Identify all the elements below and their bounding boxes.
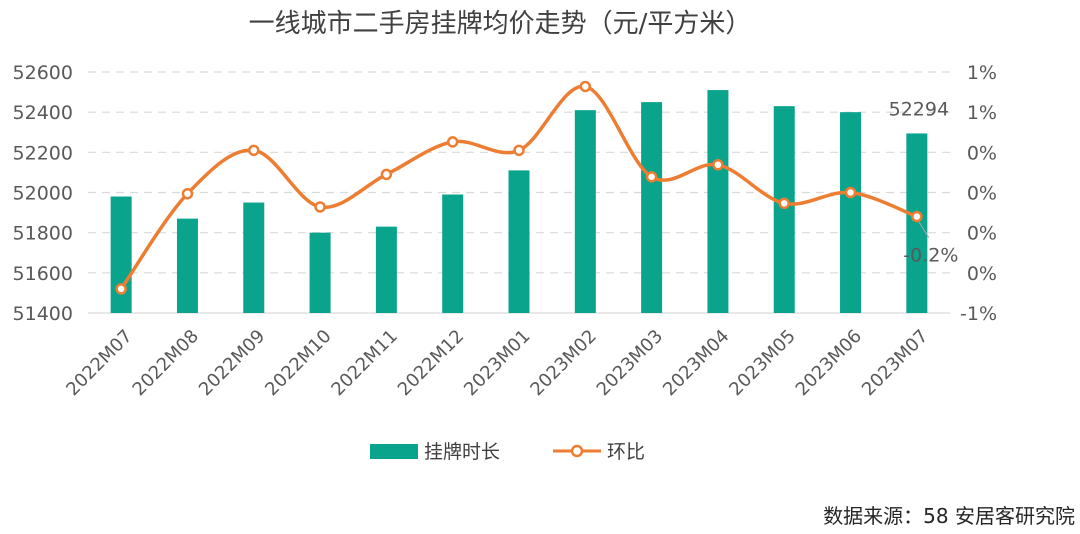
bar-2023M06 (840, 112, 862, 314)
left-axis-tick-label: 52400 (13, 102, 73, 124)
line-point-2023M04 (712, 159, 724, 171)
line-point-2022M08 (181, 187, 194, 200)
category-label: 2023M02 (526, 326, 600, 400)
line-label-leader (918, 221, 930, 238)
source-note: 数据来源：58 安居客研究院 (823, 504, 1075, 528)
legend-line-label: 环比 (607, 441, 645, 463)
category-label: 2022M08 (129, 326, 203, 400)
left-axis-tick-label: 52600 (13, 62, 73, 84)
right-axis-tick-label: 1% (967, 102, 997, 124)
bar-2022M10 (309, 232, 331, 313)
line-point-2023M02 (579, 80, 592, 93)
right-axis-tick-label: 0% (967, 143, 997, 165)
right-axis-tick-label: -1% (960, 303, 997, 325)
left-axis-tick-label: 51400 (13, 303, 73, 325)
category-label: 2022M11 (327, 326, 401, 400)
bar-2023M02 (574, 110, 596, 314)
category-label: 2023M05 (725, 326, 799, 400)
legend-bar-swatch (370, 444, 418, 459)
category-label: 2022M07 (62, 326, 136, 400)
line-series (115, 80, 923, 295)
right-axis-tick-label: 0% (967, 222, 997, 244)
line-point-2023M07 (911, 210, 923, 223)
left-axis-tick-label: 51600 (13, 263, 73, 285)
line-data-label: -0.2% (903, 245, 958, 267)
line-point-2022M11 (380, 168, 393, 181)
left-axis-tick-label: 52000 (13, 183, 73, 205)
right-axis-tick-label: 0% (967, 263, 997, 285)
bar-data-label: 52294 (889, 98, 949, 120)
line-point-2023M01 (513, 144, 525, 157)
bar-2022M11 (375, 226, 397, 313)
bar-2022M09 (243, 202, 265, 313)
bar-2022M07 (110, 196, 132, 313)
left-axis-tick-label: 51800 (13, 223, 73, 245)
left-axis-ticks: 51400 51600 51800 52000 52200 52400 52600 (13, 62, 73, 325)
category-label: 2022M10 (261, 326, 335, 400)
category-label: 2023M07 (858, 326, 932, 400)
legend: 挂牌时长 环比 (370, 441, 645, 463)
category-label: 2023M06 (792, 326, 866, 400)
data-labels: 52294 -0.2% (889, 98, 959, 266)
legend-bar-label: 挂牌时长 (424, 441, 500, 463)
chart-title: 一线城市二手房挂牌均价走势（元/平方米） (249, 9, 752, 39)
line-point-2022M07 (115, 283, 127, 295)
right-axis-tick-label: 1% (967, 62, 997, 84)
legend-line-marker (570, 444, 584, 458)
line-point-2022M12 (446, 136, 459, 148)
bar-2022M12 (442, 194, 464, 313)
category-axis-labels: 2022M072022M082022M092022M102022M112022M… (62, 326, 932, 400)
right-axis-ticks: -1% 0% 0% 0% 0% 1% 1% (960, 62, 997, 325)
category-label: 2022M12 (394, 326, 468, 400)
bar-2023M01 (508, 170, 530, 313)
category-label: 2022M09 (195, 326, 269, 400)
line-point-2023M03 (645, 171, 658, 183)
line-point-2023M06 (844, 186, 857, 199)
bar-2023M05 (773, 106, 795, 314)
bar-2023M03 (641, 102, 663, 313)
bar-2023M07 (906, 133, 928, 313)
category-label: 2023M03 (593, 326, 667, 400)
category-label: 2023M04 (659, 326, 733, 400)
left-axis-tick-label: 52200 (13, 142, 73, 164)
bar-series (110, 90, 928, 314)
line-point-2022M10 (314, 201, 326, 213)
category-label: 2023M01 (460, 326, 534, 400)
bar-2022M08 (176, 218, 198, 313)
bar-2023M04 (707, 90, 729, 313)
line-point-2023M05 (778, 197, 790, 210)
line-point-2022M09 (248, 144, 260, 157)
right-axis-tick-label: 0% (967, 183, 997, 205)
